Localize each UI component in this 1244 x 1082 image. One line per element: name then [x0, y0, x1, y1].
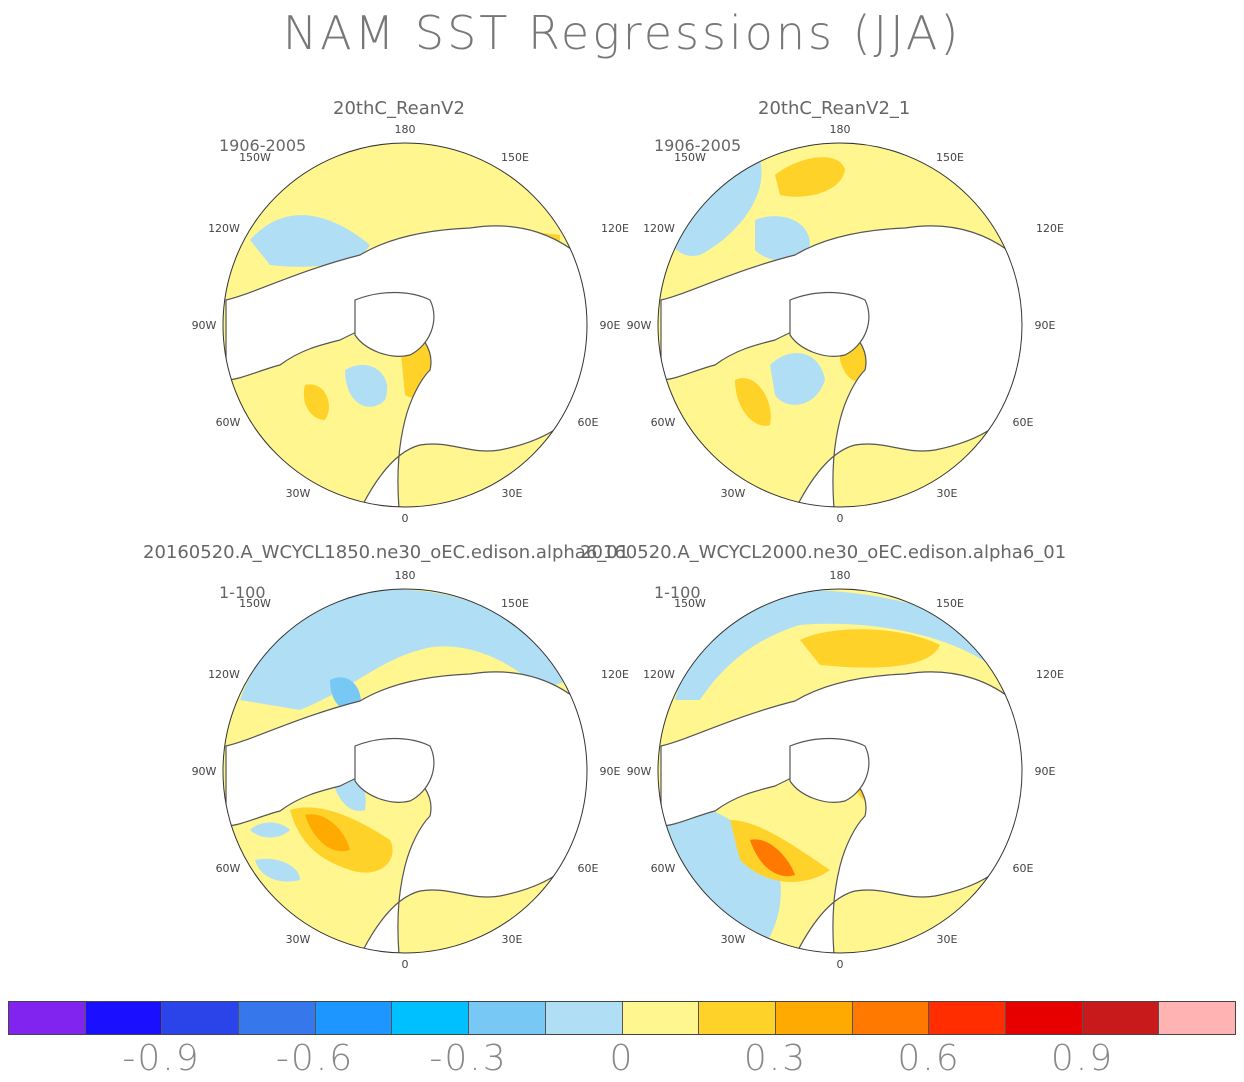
lon-label-bl: 30W	[286, 487, 311, 500]
map-panel-3	[222, 588, 588, 954]
panel-period-2: 1906-2005	[654, 136, 742, 155]
colorbar-label: 0.9	[1050, 1038, 1115, 1079]
lon-label-r3: 60E	[578, 862, 599, 875]
colorbar-swatch	[929, 1002, 1006, 1034]
longitude-labels: 180 0 150W 150E 120W 120E 90W 90E 60W 60E 30W 30E 18…	[192, 123, 1064, 971]
colorbar-label: -0.9	[122, 1038, 201, 1079]
lon-label-l3: 60W	[651, 416, 676, 429]
lon-label-l2: 90W	[192, 765, 217, 778]
lon-label-l2: 90W	[627, 319, 652, 332]
lon-label-r2: 90E	[600, 319, 621, 332]
map-panel-1	[222, 142, 588, 508]
lon-label-r3: 60E	[1013, 862, 1034, 875]
panel-title-3: 20160520.A_WCYCL1850.ne30_oEC.edison.alp…	[143, 542, 630, 563]
colorbar-swatch	[622, 1002, 700, 1034]
lon-label-br: 30E	[502, 487, 523, 500]
colorbar-swatch	[315, 1002, 393, 1034]
lon-label-bottom: 0	[837, 958, 844, 971]
lon-label-l3: 60W	[651, 862, 676, 875]
lon-label-l1: 120W	[643, 222, 675, 235]
maps-svg: 180 0 150W 150E 120W 120E 90W 90E 60W 60E 30W 30E 18…	[192, 123, 1064, 971]
lon-label-top: 180	[395, 123, 416, 136]
colorbar-label: -0.6	[275, 1038, 355, 1079]
colorbar-swatch	[9, 1002, 86, 1034]
lon-label-l2: 90W	[192, 319, 217, 332]
lon-label-ur: 150E	[936, 597, 964, 610]
panel-title-4: 20160520.A_WCYCL2000.ne30_oEC.edison.alp…	[580, 542, 1067, 563]
colorbar-swatch	[1159, 1002, 1235, 1034]
lon-label-r1: 120E	[601, 222, 629, 235]
colorbar	[8, 1001, 1236, 1035]
lon-label-ul: 150W	[674, 597, 706, 610]
colorbar-swatch	[775, 1002, 853, 1034]
colorbar-swatch	[699, 1002, 776, 1034]
colorbar-swatch	[85, 1002, 163, 1034]
lon-label-l1: 120W	[208, 668, 240, 681]
lon-label-br: 30E	[937, 487, 958, 500]
lon-label-top: 180	[395, 569, 416, 582]
lon-label-ur: 150E	[936, 151, 964, 164]
lon-label-r3: 60E	[578, 416, 599, 429]
lon-label-l3: 60W	[216, 862, 241, 875]
panel-title-1: 20thC_ReanV2	[333, 98, 465, 119]
lon-label-ur: 150E	[501, 597, 529, 610]
lon-label-bl: 30W	[721, 933, 746, 946]
lon-label-r2: 90E	[1035, 765, 1056, 778]
lon-label-top: 180	[830, 569, 851, 582]
panel-period-3: 1-100	[219, 583, 266, 602]
colorbar-swatch	[545, 1002, 623, 1034]
map-panel-2	[657, 142, 1023, 508]
colorbar-swatch	[852, 1002, 930, 1034]
lon-label-l3: 60W	[216, 416, 241, 429]
lon-label-l2: 90W	[627, 765, 652, 778]
lon-label-bottom: 0	[402, 958, 409, 971]
lon-label-r1: 120E	[1036, 222, 1064, 235]
colorbar-label: -0.3	[429, 1038, 508, 1079]
lon-label-bottom: 0	[402, 512, 409, 525]
colorbar-swatch	[1005, 1002, 1083, 1034]
lon-label-top: 180	[830, 123, 851, 136]
panel-title-2: 20thC_ReanV2_1	[758, 98, 911, 119]
colorbar-label: 0	[609, 1038, 635, 1079]
colorbar-swatch	[239, 1002, 316, 1034]
colorbar-swatch	[392, 1002, 470, 1034]
lon-label-br: 30E	[502, 933, 523, 946]
lon-label-bottom: 0	[837, 512, 844, 525]
lon-label-ul: 150W	[239, 151, 271, 164]
colorbar-swatch	[469, 1002, 546, 1034]
lon-label-r3: 60E	[1013, 416, 1034, 429]
figure-title: NAM SST Regressions (JJA)	[282, 6, 962, 60]
colorbar-label: 0.3	[743, 1038, 808, 1079]
lon-label-r1: 120E	[1036, 668, 1064, 681]
panel-period-4: 1-100	[654, 583, 701, 602]
panel-period-1: 1906-2005	[219, 136, 307, 155]
lon-label-l1: 120W	[643, 668, 675, 681]
lon-label-r1: 120E	[601, 668, 629, 681]
lon-label-ur: 150E	[501, 151, 529, 164]
lon-label-ul: 150W	[674, 151, 706, 164]
map-panel-4	[657, 588, 1023, 954]
colorbar-label: 0.6	[897, 1038, 961, 1079]
lon-label-ul: 150W	[239, 597, 271, 610]
colorbar-swatch	[162, 1002, 240, 1034]
lon-label-l1: 120W	[208, 222, 240, 235]
lon-label-bl: 30W	[721, 487, 746, 500]
colorbar-swatch	[1082, 1002, 1160, 1034]
lon-label-br: 30E	[937, 933, 958, 946]
lon-label-r2: 90E	[600, 765, 621, 778]
lon-label-r2: 90E	[1035, 319, 1056, 332]
lon-label-bl: 30W	[286, 933, 311, 946]
